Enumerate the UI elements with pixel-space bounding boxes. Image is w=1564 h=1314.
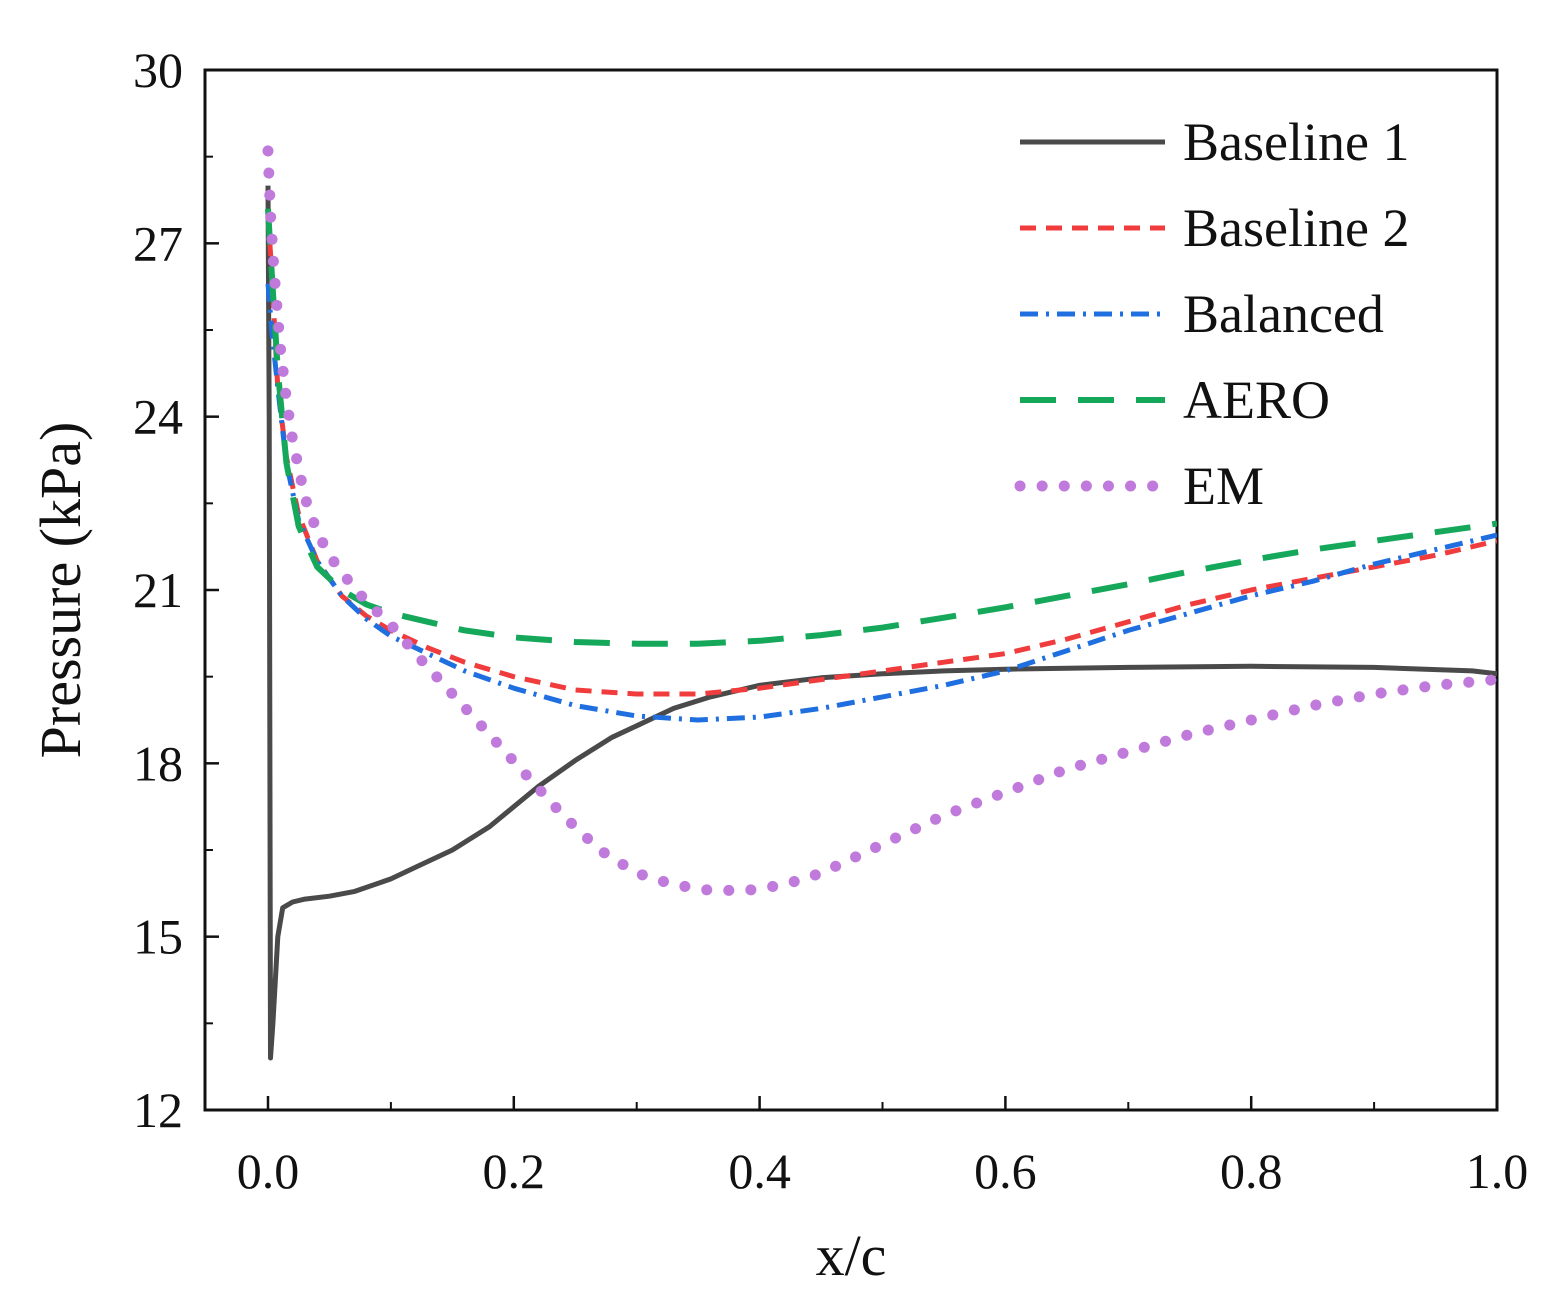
series-line-aero [265, 208, 1497, 647]
series-line-baseline-2 [265, 214, 1497, 697]
legend-label: Baseline 2 [1183, 198, 1409, 258]
axis-ticks: 0.0 0.2 0.4 0.6 0.8 1.0 12 15 18 21 24 27 30 [133, 42, 1528, 1199]
x-tick-label: 0.4 [728, 1143, 791, 1199]
y-tick-label: 24 [133, 389, 183, 445]
y-axis-title: Pressure (kPa) [28, 422, 93, 759]
y-tick-label: 18 [133, 735, 183, 791]
x-axis-title: x/c [816, 1223, 887, 1288]
y-tick-label: 12 [133, 1082, 183, 1138]
x-tick-label: 0.8 [1220, 1143, 1283, 1199]
y-tick-label: 15 [133, 909, 183, 965]
y-tick-label: 21 [133, 562, 183, 618]
y-tick-label: 27 [133, 215, 183, 271]
y-tick-label: 30 [133, 42, 183, 98]
legend: Baseline 1 Baseline 2 Balanced AERO EM [1014, 112, 1409, 516]
x-tick-label: 0.6 [974, 1143, 1037, 1199]
legend-label: EM [1183, 456, 1264, 516]
x-tick-label: 0.2 [483, 1143, 546, 1199]
series-line-balanced [265, 283, 1497, 723]
legend-label: Baseline 1 [1183, 112, 1409, 172]
x-tick-label: 0.0 [237, 1143, 300, 1199]
series-layer [262, 145, 1497, 1061]
series-line-em [262, 145, 1497, 896]
legend-label: AERO [1183, 370, 1330, 430]
x-tick-label: 1.0 [1466, 1143, 1529, 1199]
plot-area [262, 145, 1497, 1061]
legend-label: Balanced [1183, 284, 1384, 344]
